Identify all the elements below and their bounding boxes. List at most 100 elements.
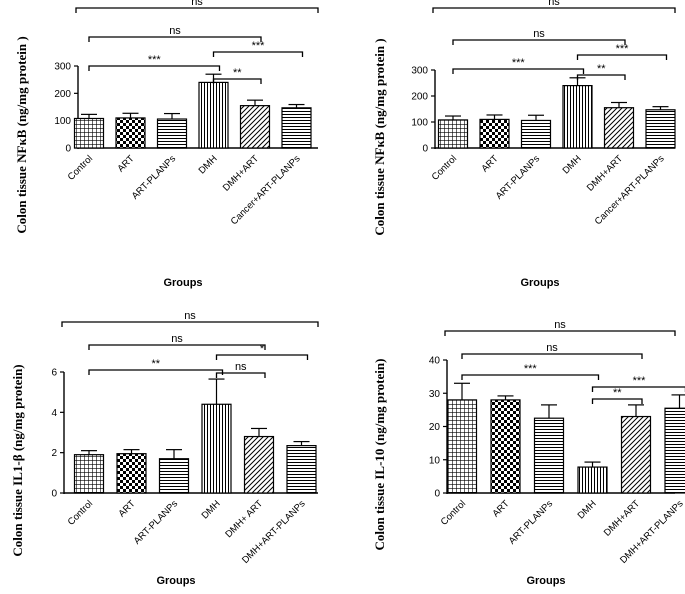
significance-bracket	[88, 369, 224, 375]
y-tick-label: 200	[54, 89, 71, 100]
significance-bracket	[61, 321, 319, 327]
significance-label: ns	[171, 333, 183, 345]
y-tick-label: 0	[422, 144, 428, 155]
x-tick-label: Control	[66, 498, 95, 527]
x-axis-label: Groups	[163, 277, 202, 289]
x-tick-label: Control	[66, 153, 95, 182]
significance-label: ***	[633, 375, 647, 387]
bar-3	[520, 119, 552, 149]
bar-3	[156, 118, 188, 149]
significance-label: ***	[524, 363, 538, 375]
significance-label: ***	[512, 57, 526, 69]
x-tick-label: ART-PLANPs	[507, 498, 556, 547]
bar-2	[490, 399, 521, 494]
bar-6	[281, 107, 312, 149]
y-tick-label: 6	[51, 368, 57, 379]
significance-bracket	[461, 353, 643, 359]
significance-bracket	[88, 36, 262, 42]
y-axis-label: Colon tissue NFκB (ng/mg protein )	[14, 36, 29, 233]
significance-bracket	[444, 330, 676, 336]
x-tick-label: ART	[116, 153, 137, 174]
x-tick-label: Cancer+ART-PLANPs	[593, 153, 667, 227]
x-tick-label: ART	[480, 153, 501, 174]
x-tick-label: DMH+ ART	[223, 498, 265, 540]
significance-bracket	[212, 51, 304, 57]
bar-6	[664, 407, 685, 494]
x-tick-label: ART-PLANPs	[494, 153, 543, 202]
bar-2	[116, 453, 147, 494]
x-tick-label: DMH	[197, 153, 220, 176]
y-tick-label: 2	[51, 448, 57, 459]
x-tick-label: Control	[430, 153, 459, 182]
significance-label: **	[233, 67, 242, 79]
significance-bracket	[576, 74, 626, 80]
significance-bracket	[215, 354, 309, 360]
bar-1	[73, 117, 105, 149]
bar-4	[198, 81, 229, 149]
significance-bracket	[215, 372, 266, 378]
y-tick-label: 20	[429, 422, 441, 433]
y-tick-label: 100	[411, 118, 428, 129]
x-tick-label: DMH	[200, 498, 223, 521]
y-tick-label: 0	[51, 489, 57, 500]
x-tick-label: DMH	[561, 153, 584, 176]
significance-label: ns	[235, 361, 247, 373]
x-axis-label: Groups	[156, 575, 195, 587]
significance-bracket	[432, 7, 676, 13]
bar-4	[201, 403, 232, 494]
bar-6	[645, 109, 676, 149]
bar-3	[158, 458, 190, 494]
bar-5	[603, 107, 635, 149]
bar-1	[446, 399, 478, 494]
x-axis-label: Groups	[520, 277, 559, 289]
significance-label: ns	[548, 0, 560, 8]
significance-bracket	[452, 39, 626, 45]
bar-2	[115, 117, 146, 149]
bar-1	[73, 454, 105, 494]
bar-5	[239, 105, 271, 149]
x-tick-label: ART-PLANPs	[130, 153, 179, 202]
significance-bracket	[88, 344, 266, 350]
x-tick-label: ART	[117, 498, 138, 519]
bar-1	[437, 119, 469, 149]
x-tick-label: Cancer+ART-PLANPs	[229, 153, 303, 227]
significance-label: ns	[546, 342, 558, 354]
significance-bracket	[461, 374, 600, 380]
significance-label: ns	[184, 310, 196, 322]
bar-3	[533, 417, 565, 494]
x-tick-label: DMH	[576, 498, 599, 521]
x-axis-label: Groups	[526, 575, 565, 587]
y-tick-label: 30	[429, 389, 441, 400]
bar-4	[562, 84, 593, 149]
bar-2	[479, 118, 510, 149]
significance-label: **	[613, 387, 622, 399]
significance-bracket	[88, 65, 221, 71]
significance-label: **	[597, 63, 606, 75]
y-axis-label: Colon tissue NFκB (ng/mg protein )	[372, 38, 387, 235]
y-tick-label: 200	[411, 92, 428, 103]
x-tick-label: DMH+ART	[602, 498, 642, 538]
significance-label: ***	[148, 54, 162, 66]
significance-label: ns	[169, 25, 181, 37]
y-tick-label: 0	[434, 489, 440, 500]
y-axis-label: Colon tissue IL1-β (ng/mg protein)	[10, 364, 25, 556]
y-tick-label: 0	[65, 144, 71, 155]
bar-5	[620, 415, 652, 494]
y-tick-label: 300	[411, 66, 428, 77]
significance-bracket	[212, 78, 262, 84]
y-tick-label: 100	[54, 116, 71, 127]
bar-6	[286, 445, 317, 494]
y-axis-label: Colon tissue IL-10 (ng/mg protein)	[372, 359, 387, 551]
significance-bracket	[591, 398, 643, 404]
significance-label: **	[151, 358, 160, 370]
x-tick-label: ART	[491, 498, 512, 519]
bar-4	[577, 466, 608, 494]
significance-label: ***	[252, 40, 266, 52]
significance-label: *	[260, 343, 265, 355]
y-tick-label: 40	[429, 356, 441, 367]
significance-bracket	[452, 68, 585, 74]
